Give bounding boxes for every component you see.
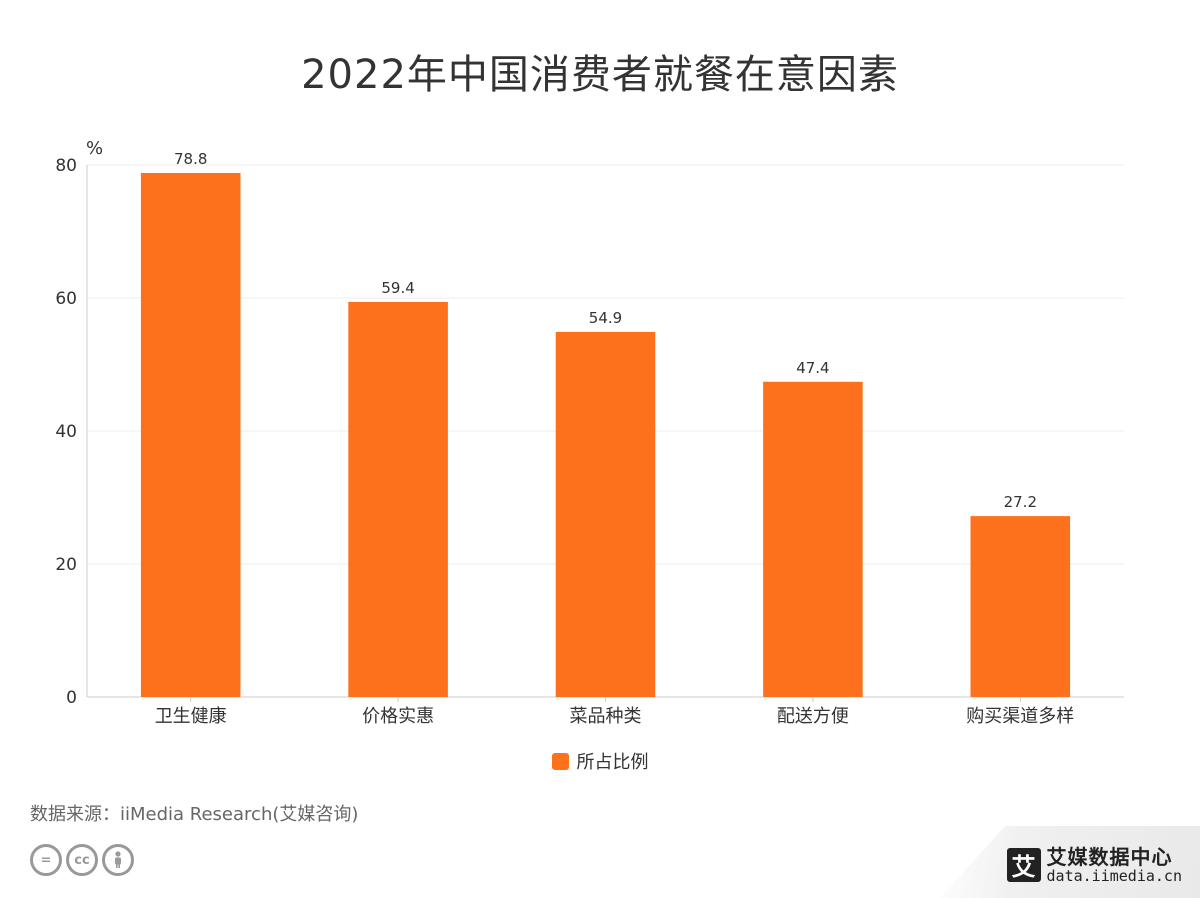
legend-label: 所占比例 — [576, 752, 649, 773]
bar-value-label: 59.4 — [381, 279, 414, 297]
x-tick-label: 菜品种类 — [570, 706, 642, 727]
y-tick-label: 40 — [55, 422, 77, 442]
legend-swatch — [551, 752, 569, 770]
bar[interactable] — [555, 331, 656, 697]
bar-value-label: 27.2 — [1004, 493, 1037, 511]
license-icons: = cc — [30, 844, 134, 876]
brand-watermark: 艾 艾媒数据中心 data.iimedia.cn — [1006, 844, 1182, 885]
bar[interactable] — [348, 301, 448, 697]
bars — [140, 172, 1071, 698]
y-tick-label: 0 — [66, 688, 77, 708]
labels: 0 20 40 60 80 78.8 卫生健康 59.4 价格实惠 54.9 菜品种类 47.4 配送方… — [55, 150, 1074, 727]
bar[interactable] — [763, 381, 863, 697]
chart-title: 2022年中国消费者就餐在意因素 — [301, 52, 899, 98]
y-tick-label: 60 — [55, 289, 77, 309]
legend[interactable]: 所占比例 — [0, 748, 1200, 774]
x-tick-label: 购买渠道多样 — [966, 706, 1074, 727]
brand-name: 艾媒数据中心 — [1046, 844, 1173, 869]
bar[interactable] — [140, 172, 241, 698]
bar-value-label: 78.8 — [174, 150, 207, 168]
bar-chart: 0 20 40 60 80 78.8 卫生健康 59.4 价格实惠 54.9 菜品种类 47.4 配送方… — [55, 138, 1124, 727]
y-tick-label: 20 — [55, 555, 77, 575]
x-tick-label: 配送方便 — [777, 706, 849, 727]
x-tick-label: 卫生健康 — [155, 706, 227, 727]
x-tick-label: 价格实惠 — [362, 706, 434, 727]
y-tick-label: 80 — [55, 156, 77, 176]
data-source: 数据来源：iiMedia Research(艾媒咨询) — [30, 804, 359, 825]
brand-url: data.iimedia.cn — [1046, 866, 1182, 885]
bar-value-label: 54.9 — [589, 309, 622, 327]
brand-logo-icon: 艾 — [1006, 847, 1041, 882]
person-icon — [102, 844, 134, 876]
equals-icon: = — [30, 844, 62, 876]
cc-icon: cc — [66, 844, 98, 876]
bar-value-label: 47.4 — [796, 359, 829, 377]
y-axis-unit: % — [86, 138, 103, 159]
bar[interactable] — [970, 516, 1071, 697]
